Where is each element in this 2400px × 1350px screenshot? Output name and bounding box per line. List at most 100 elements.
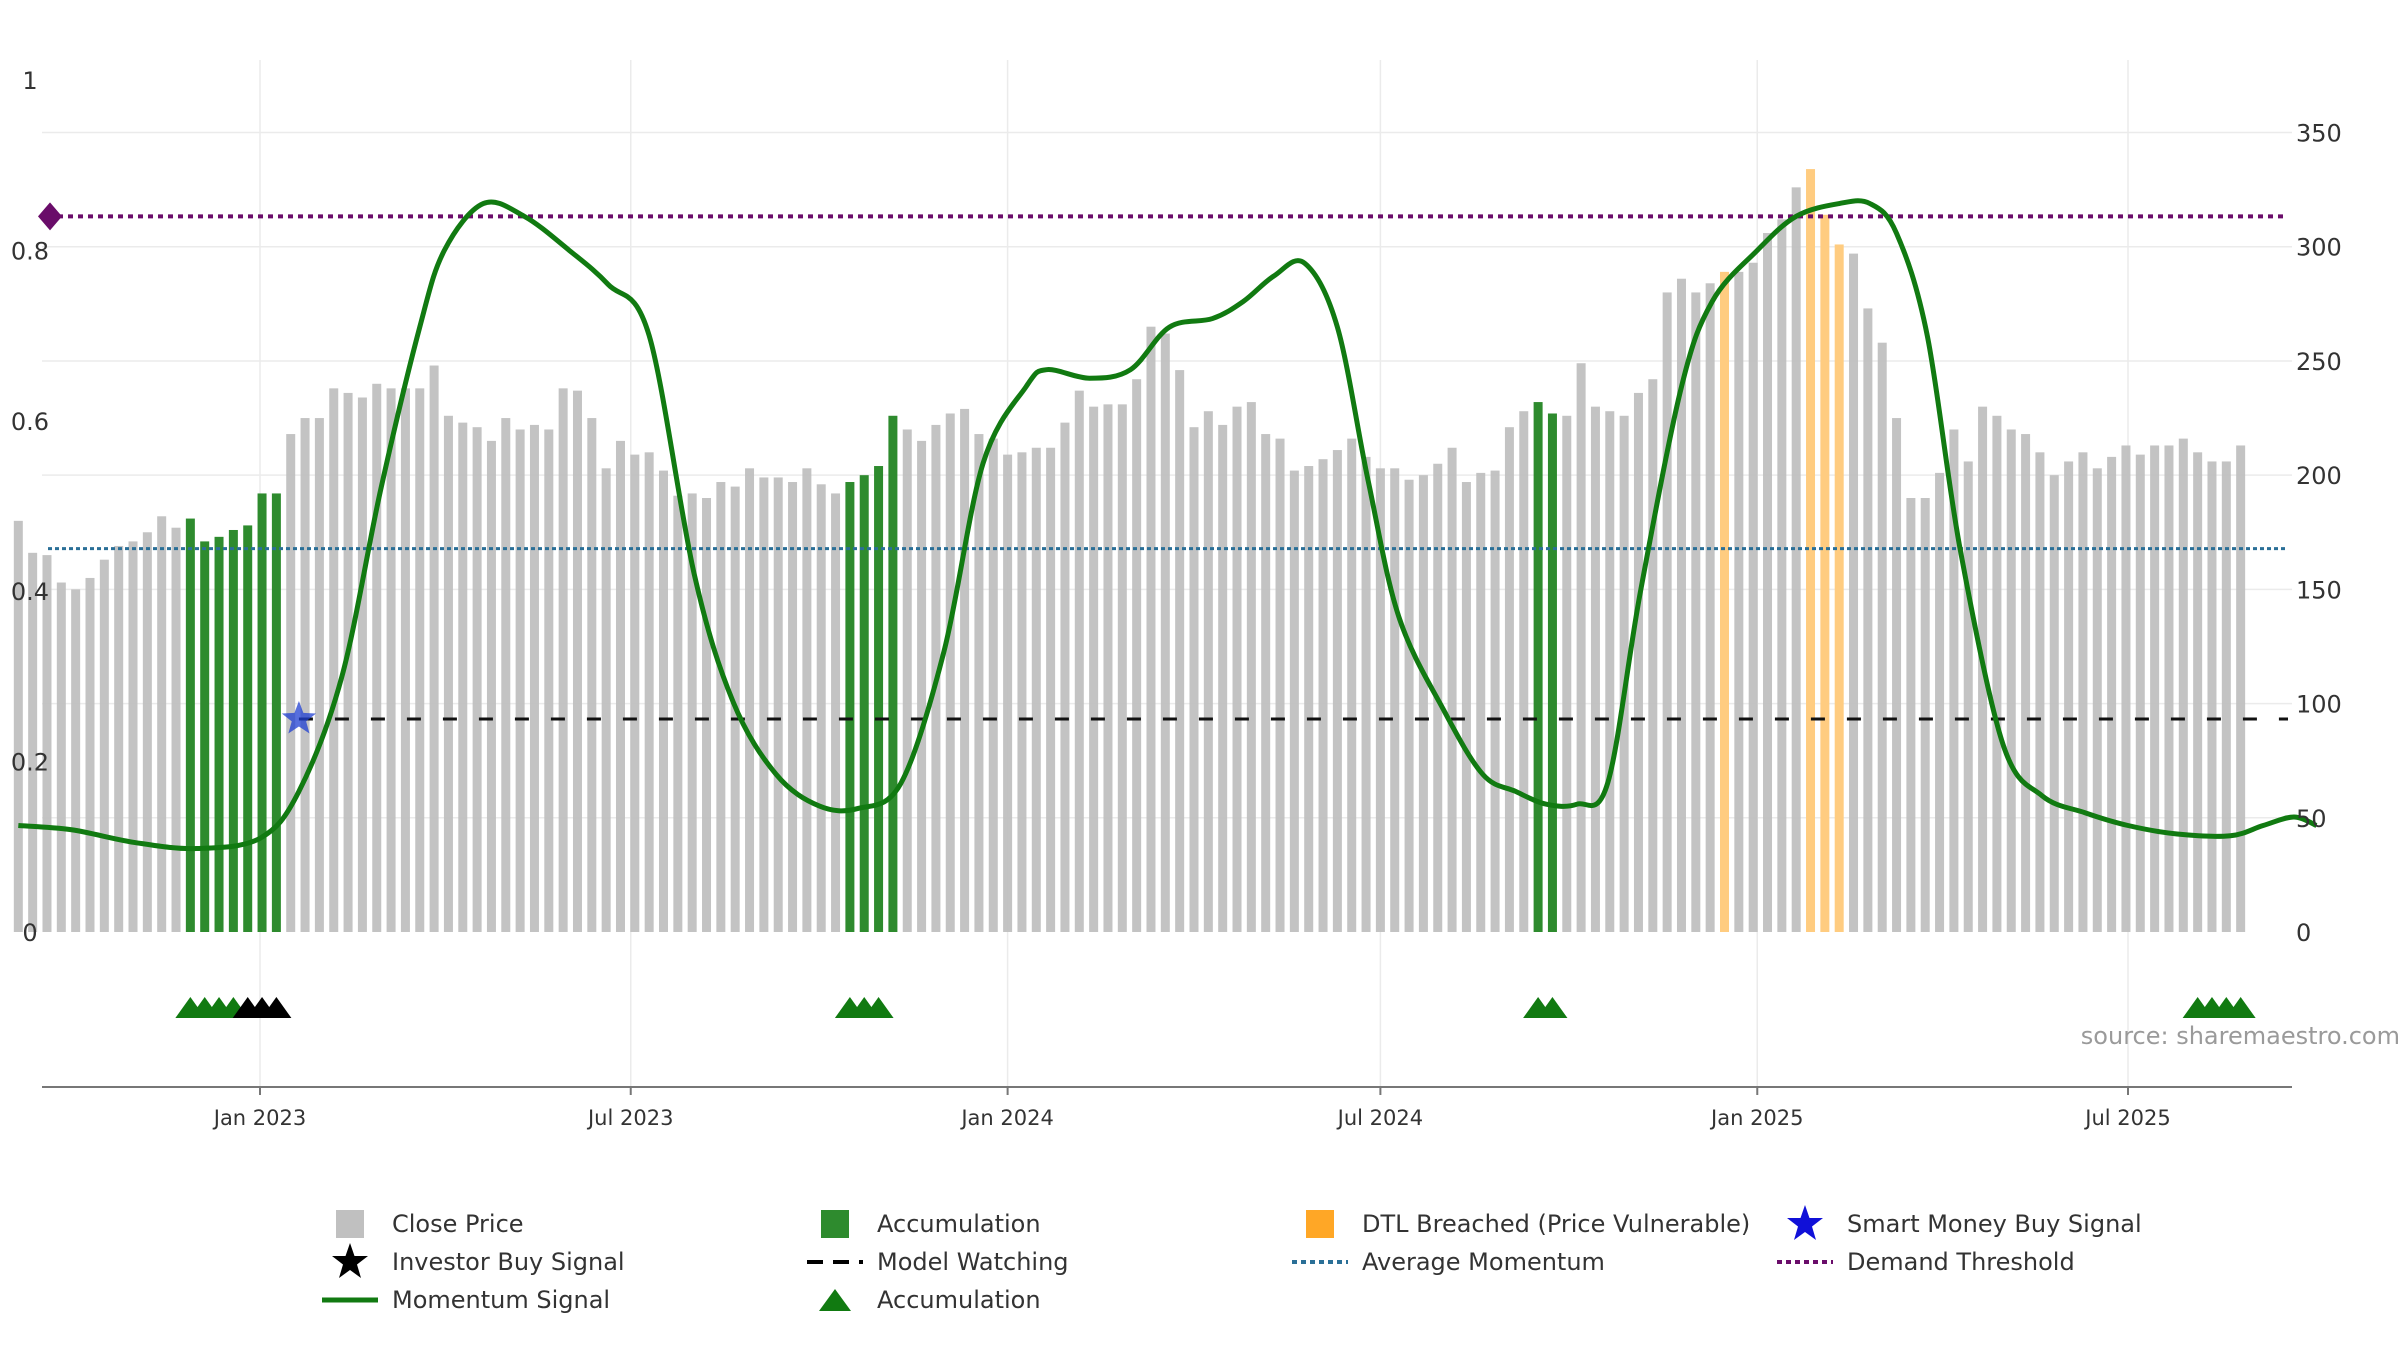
close-price-bar: [1089, 406, 1099, 932]
close-price-bar: [13, 520, 23, 932]
star-icon: [320, 1243, 380, 1281]
close-price-bar: [1031, 447, 1041, 932]
close-price-bar: [1476, 472, 1486, 932]
close-price-bar: [1146, 326, 1156, 933]
right-y-tick-label: 300: [2296, 234, 2342, 262]
accumulation-triangle-icon: [1537, 997, 1568, 1018]
close-price-bar: [1906, 498, 1916, 932]
close-price-bar: [128, 541, 138, 932]
right-y-tick-label: 200: [2296, 462, 2342, 490]
close-price-bar: [2035, 452, 2045, 932]
close-price-bar: [917, 440, 927, 932]
close-price-bar: [2092, 468, 2102, 932]
close-price-bar: [357, 397, 367, 932]
right-y-tick-label: 350: [2296, 120, 2342, 148]
close-price-bar: [1060, 422, 1070, 932]
close-price-bar: [2236, 445, 2246, 932]
close-price-bar: [1676, 278, 1686, 932]
left-y-tick-label: 0.2: [11, 749, 49, 777]
left-y-tick-label: 0.6: [11, 408, 49, 436]
right-y-tick-label: 0: [2296, 919, 2311, 947]
close-price-bar: [1504, 427, 1514, 932]
close-price-bar: [1705, 283, 1715, 932]
close-price-bar: [1777, 219, 1787, 933]
close-price-bar: [544, 429, 554, 932]
close-price-bar: [99, 559, 109, 932]
close-price-bar: [1576, 363, 1586, 932]
legend-label: Close Price: [392, 1210, 524, 1238]
accumulation-triangle-icon: [863, 997, 894, 1018]
close-price-bar: [114, 545, 124, 932]
close-price-bar: [1117, 404, 1127, 932]
close-price-bar: [945, 413, 955, 933]
close-price-bar: [1892, 418, 1902, 933]
close-price-bar: [2107, 456, 2117, 932]
signal-markers: [175, 701, 2256, 1018]
left-y-tick-label: 0.4: [11, 578, 49, 606]
close-price-bar: [2150, 445, 2160, 932]
close-price-bar: [960, 408, 970, 932]
accumulation-bar: [200, 541, 210, 932]
accumulation-bar: [888, 415, 898, 933]
close-price-bar: [1304, 466, 1314, 932]
accumulation-bar: [859, 475, 869, 932]
legend-label: Average Momentum: [1362, 1248, 1605, 1276]
x-tick-label: Jul 2024: [1336, 1106, 1423, 1130]
close-price-bar: [157, 516, 167, 932]
close-price-bar: [902, 429, 912, 932]
close-price-bar: [572, 390, 582, 932]
right-y-tick-label: 50: [2296, 805, 2327, 833]
legend-item-investor-buy: Investor Buy Signal: [320, 1243, 625, 1281]
close-price-bar: [2164, 445, 2174, 932]
demand-threshold-diamond-icon: [38, 202, 62, 231]
close-price-bar: [974, 434, 984, 932]
close-price-bar: [1791, 187, 1801, 932]
close-price-bar: [1218, 424, 1228, 932]
legend-label: Accumulation: [877, 1286, 1041, 1314]
close-price-bar: [286, 434, 296, 932]
close-price-bar: [85, 577, 95, 932]
square-swatch-icon: [1290, 1205, 1350, 1243]
close-price-bar: [1175, 370, 1185, 932]
close-price-bar: [1877, 342, 1887, 932]
close-price-bar: [343, 392, 353, 932]
close-price-bar: [171, 527, 181, 932]
square-swatch-icon: [805, 1205, 865, 1243]
x-tick-label: Jul 2025: [2083, 1106, 2170, 1130]
dtl-breached-bar: [1806, 169, 1816, 932]
close-price-bar: [2078, 452, 2088, 932]
close-price-bar: [1748, 262, 1758, 932]
investor-buy-triangle-icon: [261, 997, 292, 1018]
legend-item-momentum-signal: Momentum Signal: [320, 1281, 610, 1319]
close-price-bar: [1046, 447, 1056, 932]
dtl-breached-bar: [1719, 271, 1729, 932]
square-swatch-icon: [320, 1205, 380, 1243]
legend-item-model-watching: Model Watching: [805, 1243, 1069, 1281]
x-tick-label: Jan 2023: [212, 1106, 307, 1130]
legend-item-accumulation-marker: Accumulation: [805, 1281, 1041, 1319]
close-price-bar: [486, 440, 496, 932]
close-price-bar: [1232, 406, 1242, 932]
legend-label: Accumulation: [877, 1210, 1041, 1238]
close-price-bar: [1017, 452, 1027, 932]
accumulation-bar: [1547, 413, 1557, 933]
close-price-bar: [1863, 308, 1873, 933]
dtl-breached-bar: [1820, 214, 1830, 933]
right-y-tick-label: 250: [2296, 348, 2342, 376]
close-price-bar: [2178, 438, 2188, 932]
close-price-bar: [1590, 406, 1600, 932]
legend-item-average-momentum: Average Momentum: [1290, 1243, 1605, 1281]
close-price-bar: [515, 429, 525, 932]
close-price-bar: [1519, 411, 1529, 932]
momentum-signal-line: [18, 198, 2318, 852]
close-price-bar: [2121, 445, 2131, 932]
legend-label: Momentum Signal: [392, 1286, 611, 1314]
close-price-bar: [673, 495, 683, 932]
x-tick-label: Jan 2025: [1709, 1106, 1804, 1130]
close-price-bar: [687, 493, 697, 932]
close-price-bar: [1619, 415, 1629, 933]
close-price-bar: [644, 452, 654, 932]
close-price-bar: [1189, 427, 1199, 932]
close-price-bar: [372, 383, 382, 932]
close-price-bar: [1361, 456, 1371, 932]
